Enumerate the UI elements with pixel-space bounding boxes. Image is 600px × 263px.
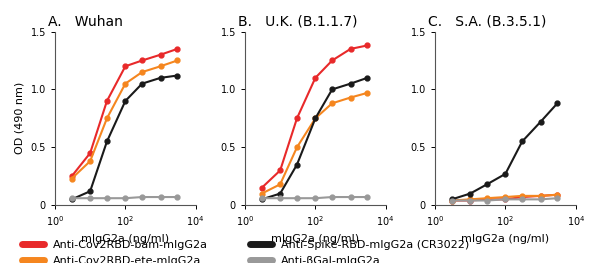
X-axis label: mIgG2a (ng/ml): mIgG2a (ng/ml) [81, 234, 169, 244]
Text: A.   Wuhan: A. Wuhan [48, 15, 123, 29]
X-axis label: mIgG2a (ng/ml): mIgG2a (ng/ml) [461, 234, 550, 244]
Legend: Anti-Spike-RBD-mIgG2a (CR3022), Anti-βGal-mIgG2a: Anti-Spike-RBD-mIgG2a (CR3022), Anti-βGa… [245, 236, 474, 263]
X-axis label: mIgG2a (ng/ml): mIgG2a (ng/ml) [271, 234, 359, 244]
Legend: Anti-Cov2RBD-bam-mIgG2a, Anti-Cov2RBD-ete-mIgG2a: Anti-Cov2RBD-bam-mIgG2a, Anti-Cov2RBD-et… [17, 236, 212, 263]
Y-axis label: OD (490 nm): OD (490 nm) [15, 82, 25, 154]
Text: B.   U.K. (B.1.1.7): B. U.K. (B.1.1.7) [238, 15, 358, 29]
Text: C.   S.A. (B.3.5.1): C. S.A. (B.3.5.1) [428, 15, 547, 29]
